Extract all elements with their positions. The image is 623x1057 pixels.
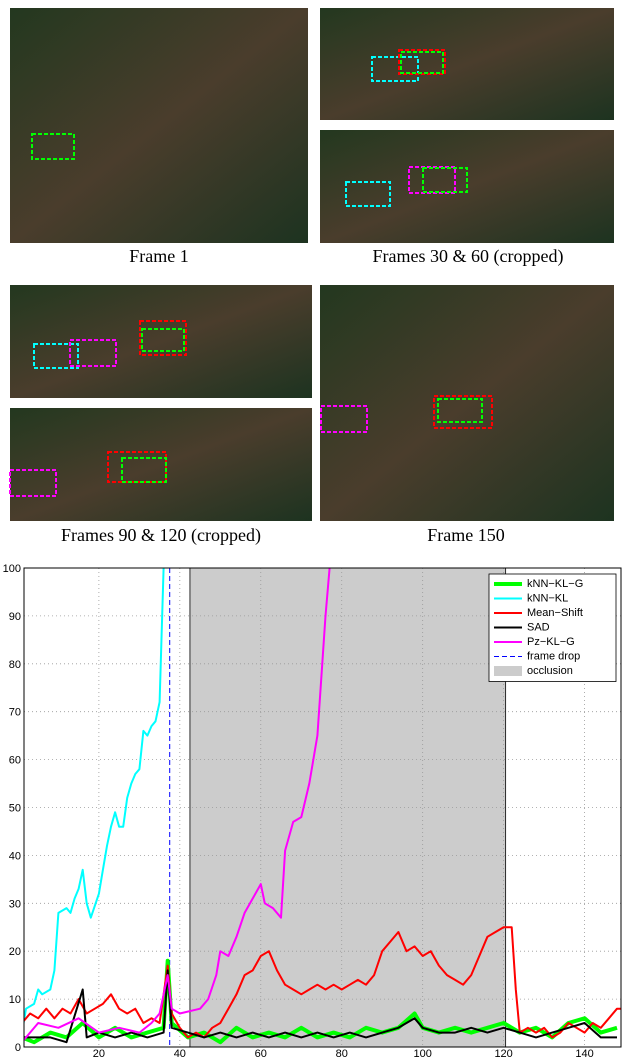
series-group: [24, 568, 621, 1045]
legend-box: [488, 573, 617, 682]
plot-frame: [23, 567, 622, 1048]
photo: [320, 8, 614, 120]
caption: Frame 1: [129, 246, 188, 266]
y-tick-label: 90: [9, 611, 21, 623]
x-tick-label: 60: [255, 1048, 267, 1057]
occlusion-region: [189, 567, 507, 1048]
photo: [10, 285, 312, 398]
series-line: [24, 969, 617, 1044]
legend-label: Pz−KL−G: [527, 636, 575, 648]
track-box: [422, 167, 468, 193]
legend-label: frame drop: [527, 650, 580, 662]
legend-label: kNN−KL−G: [527, 578, 583, 590]
track-box: [345, 181, 391, 207]
y-tick-label: 50: [9, 803, 21, 815]
legend-label: SAD: [527, 621, 550, 633]
caption: Frames 30 & 60 (cropped): [373, 246, 564, 267]
y-tick-label: 20: [9, 946, 21, 958]
x-tick-label: 100: [413, 1048, 431, 1057]
y-tick-label: 30: [9, 898, 21, 910]
track-box: [437, 398, 483, 423]
y-tick-label: 80: [9, 659, 21, 671]
track-box: [371, 56, 419, 82]
track-box: [33, 343, 79, 369]
legend-swatch: [494, 666, 522, 676]
photos: [9, 8, 614, 521]
y-tick-label: 100: [3, 563, 21, 575]
track-box: [31, 133, 75, 160]
x-tick-label: 80: [336, 1048, 348, 1057]
series-line: [24, 568, 165, 1027]
photo: [320, 285, 614, 521]
y-tick-label: 70: [9, 707, 21, 719]
photo: [10, 408, 312, 521]
legend-label: kNN−KL: [527, 592, 568, 604]
series-line: [24, 926, 621, 1039]
y-tick-label: 0: [15, 1042, 21, 1054]
track-box: [433, 395, 493, 429]
y-tick-label: 40: [9, 850, 21, 862]
photo: [10, 8, 308, 243]
y-tick-label: 10: [9, 994, 21, 1006]
x-tick-label: 140: [575, 1048, 593, 1057]
legend-label: Mean−Shift: [527, 607, 583, 619]
track-box: [139, 320, 187, 356]
track-box: [400, 51, 444, 74]
x-tick-label: 120: [494, 1048, 512, 1057]
caption: Frame 150: [427, 525, 504, 545]
caption: Frames 90 & 120 (cropped): [61, 525, 261, 546]
track-box: [141, 328, 185, 352]
x-tick-label: 40: [174, 1048, 186, 1057]
y-tick-label: 60: [9, 755, 21, 767]
x-tick-label: 20: [93, 1048, 105, 1057]
track-box: [121, 457, 167, 483]
legend-label: occlusion: [527, 665, 573, 677]
series-line: [24, 568, 331, 1042]
series-line: [24, 958, 618, 1045]
